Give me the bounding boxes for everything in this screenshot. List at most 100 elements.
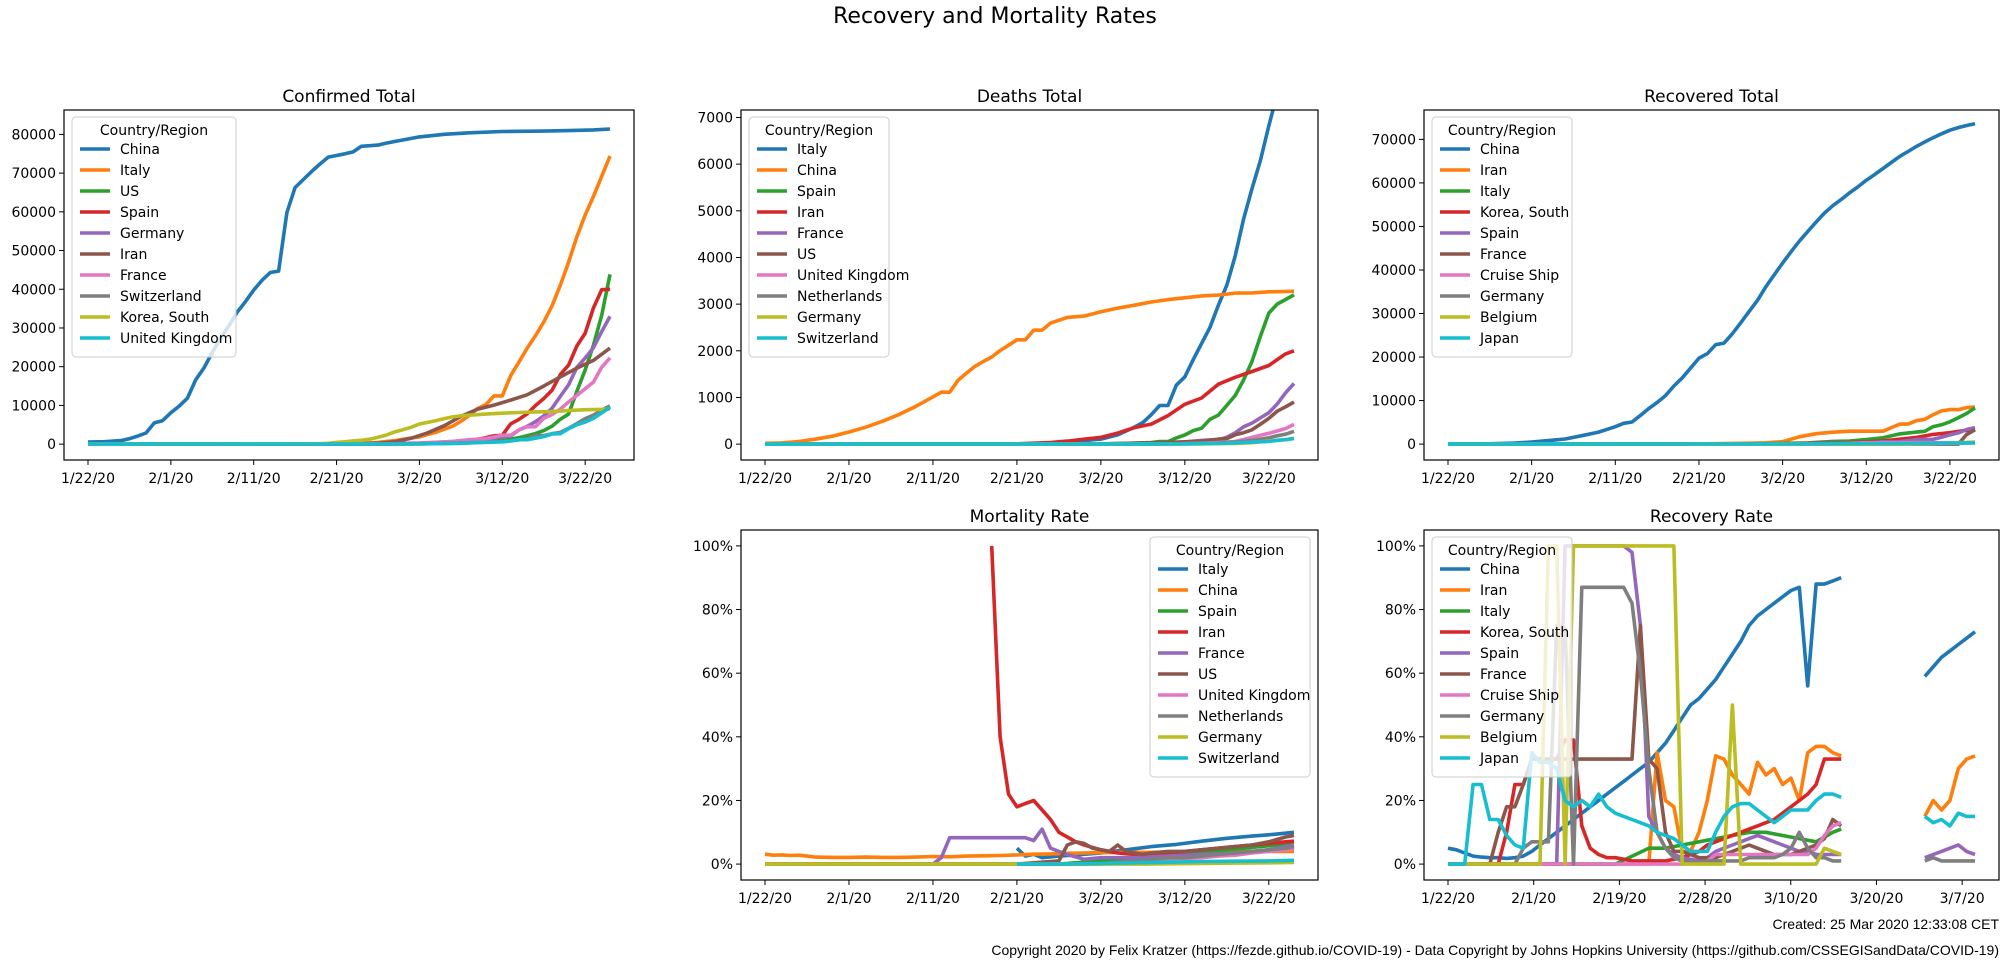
confirmed-axes-frame [63,109,635,461]
mortality-xtick-label: 1/22/20 [738,891,792,907]
recovery-ytick-label: 20% [1385,793,1416,809]
recovery-legend-label: Cruise Ship [1480,688,1559,704]
confirmed-ytick-label: 0 [47,437,56,453]
mortality-series-italy-line [1015,830,1295,860]
confirmed-legend-label: Italy [120,163,150,179]
confirmed-legend-label: United Kingdom [120,331,232,347]
recovered-ytick-label: 60000 [1371,176,1416,192]
recovery-series-iran-line [1448,744,1842,866]
confirmed-series-united-kingdom-line [87,405,612,446]
mortality-legend-label: Italy [1198,562,1228,578]
recovered-legend-label: Korea, South [1480,205,1569,221]
deaths-ytick-label: 7000 [697,110,733,126]
confirmed-series-group [87,127,612,446]
recovery-ytick-label: 100% [1376,539,1416,555]
confirmed-legend-title: Country/Region [100,123,208,139]
deaths-ytick-label: 3000 [697,297,733,313]
recovery-series-japan-line [1923,811,1975,828]
recovered-series-group [1447,121,1976,446]
confirmed-series-korea-south-line [87,407,611,446]
recovery-xtick-label: 3/10/20 [1764,891,1818,907]
confirmed-ytick-label: 50000 [11,244,56,260]
mortality-legend-label: Switzerland [1198,751,1280,767]
confirmed-xtick-label: 2/11/20 [227,471,281,487]
mortality-xtick-label: 3/2/20 [1078,891,1123,907]
mortality-legend-label: US [1198,667,1217,683]
recovery-legend-label: France [1480,667,1527,683]
deaths-ytick-label: 6000 [697,157,733,173]
recovered-legend-label: Japan [1479,331,1519,347]
confirmed-xtick-label: 1/22/20 [61,471,115,487]
mortality-title: Mortality Rate [970,507,1090,527]
deaths-xtick-label: 2/21/20 [990,471,1044,487]
confirmed-legend-label: Spain [120,205,159,221]
recovery-series-japan-line [1448,750,1842,866]
confirmed-series-iran-line [88,346,612,446]
confirmed-ytick-label: 70000 [11,166,56,182]
confirmed-legend-box [71,116,237,358]
deaths-series-group [764,110,1296,446]
mortality-legend-label: China [1198,583,1238,599]
figure-title: Recovery and Mortality Rates [833,4,1157,29]
confirmed-ytick-label: 10000 [11,398,56,414]
deaths-legend-label: Spain [797,184,836,200]
confirmed-legend-label: Korea, South [120,310,209,326]
confirmed-legend-label: US [120,184,139,200]
deaths-ytick-label: 0 [724,437,733,453]
mortality-legend-box [1149,536,1311,778]
recovered-xtick-label: 3/12/20 [1839,471,1893,487]
mortality-xtick-label: 2/21/20 [990,891,1044,907]
recovered-legend-label: France [1480,247,1527,263]
recovered-legend-label: Italy [1480,184,1510,200]
recovery-legend-label: Italy [1480,604,1510,620]
recovered-axes-frame [1423,109,2000,461]
mortality-ytick-label: 40% [702,730,733,746]
recovery-series-spain-line [1924,843,1976,860]
recovered-legend-label: China [1480,142,1520,158]
deaths-series-china-line [764,289,1295,446]
recovery-series-iran-line [1923,754,1976,818]
recovery-legend-label: Iran [1480,583,1507,599]
recovery-legend-title: Country/Region [1448,543,1556,559]
mortality-series-group [764,545,1295,866]
deaths-legend-label: Iran [797,205,824,221]
recovery-series-china-line [1447,576,1842,861]
deaths-ytick-label: 5000 [697,204,733,220]
deaths-series-switzerland-line [765,436,1295,446]
recovered-ytick-label: 40000 [1371,263,1416,279]
recovered-chart: Recovered Total 1/22/20 2/1/20 2/11/20 2/21/… [1371,87,2000,487]
mortality-xtick-label: 3/12/20 [1158,891,1212,907]
recovery-legend-label: Korea, South [1480,625,1569,641]
mortality-xtick-label: 2/11/20 [906,891,960,907]
recovery-axes-frame [1423,529,2000,881]
recovery-xtick-label: 2/1/20 [1511,891,1556,907]
recovered-ytick-label: 70000 [1371,132,1416,148]
confirmed-xtick-label: 2/21/20 [310,471,364,487]
confirmed-xtick-label: 3/2/20 [397,471,442,487]
recovered-ytick-label: 10000 [1371,394,1416,410]
mortality-ytick-label: 0% [711,857,733,873]
recovery-series-belgium-line [1448,544,1842,866]
recovered-legend-title: Country/Region [1448,123,1556,139]
recovery-chart: Recovery Rate 1/22/20 2/1/20 2/19/20 2/28/20… [1376,507,2000,907]
confirmed-title: Confirmed Total [282,87,415,107]
confirmed-legend-label: Germany [120,226,184,242]
confirmed-series-france-line [87,356,612,446]
mortality-ytick-label: 20% [702,793,733,809]
recovery-legend-label: Belgium [1480,730,1537,746]
recovered-ytick-label: 50000 [1371,219,1416,235]
created-timestamp: Created: 25 Mar 2020 12:33:08 CET [1772,916,1999,932]
deaths-xtick-label: 3/2/20 [1078,471,1123,487]
recovery-title: Recovery Rate [1650,507,1773,527]
mortality-axes-frame [740,529,1319,881]
mortality-legend-label: Netherlands [1198,709,1283,725]
confirmed-ytick-label: 20000 [11,360,56,376]
deaths-legend-label: Netherlands [797,289,882,305]
recovered-series-china-line [1447,121,1976,446]
confirmed-legend: Country/Region China Italy US Spain Germany Ir… [71,116,237,358]
deaths-axes-frame [740,109,1319,461]
confirmed-ytick-label: 80000 [11,127,56,143]
confirmed-legend-label: Iran [120,247,147,263]
mortality-legend-label: France [1198,646,1245,662]
